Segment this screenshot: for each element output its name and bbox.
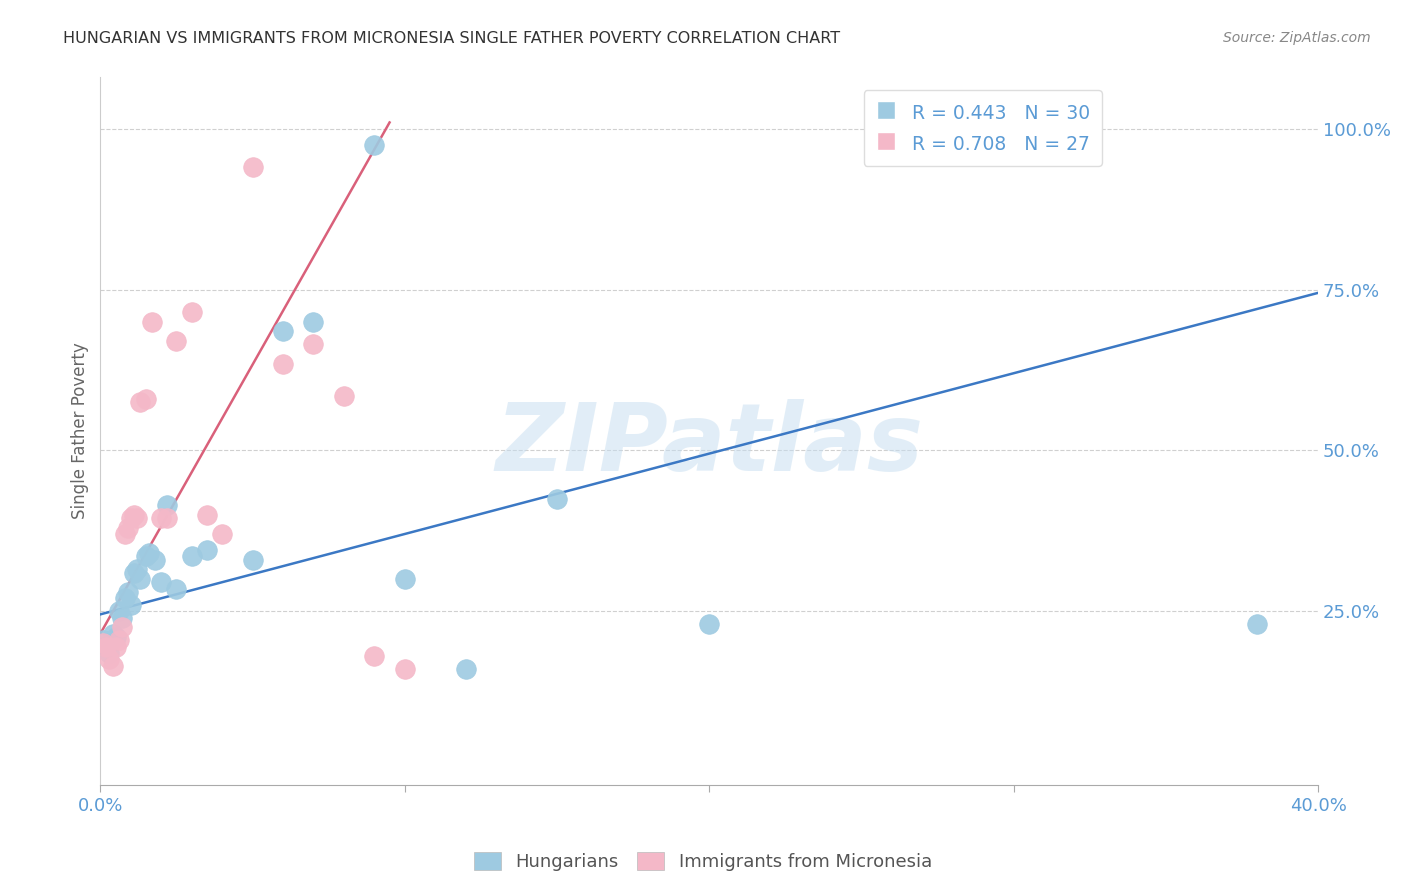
Point <box>125 511 148 525</box>
Point <box>101 626 124 640</box>
Legend: R = 0.443   N = 30, R = 0.708   N = 27: R = 0.443 N = 30, R = 0.708 N = 27 <box>863 90 1102 166</box>
Point <box>302 315 325 329</box>
Point <box>180 305 202 319</box>
Point <box>114 527 136 541</box>
Point <box>454 662 477 676</box>
Point <box>697 617 720 632</box>
Point <box>98 652 121 666</box>
Point <box>271 325 294 339</box>
Point <box>143 552 166 566</box>
Point <box>302 337 325 351</box>
Point <box>96 640 118 654</box>
Point <box>120 511 142 525</box>
Text: ZIPatlas: ZIPatlas <box>495 400 924 491</box>
Point <box>138 546 160 560</box>
Point <box>150 511 173 525</box>
Point <box>122 566 145 580</box>
Point <box>101 658 124 673</box>
Point <box>93 633 115 648</box>
Point <box>111 610 134 624</box>
Point <box>394 572 416 586</box>
Point <box>122 508 145 522</box>
Text: Source: ZipAtlas.com: Source: ZipAtlas.com <box>1223 31 1371 45</box>
Point <box>242 552 264 566</box>
Point <box>135 392 157 406</box>
Text: HUNGARIAN VS IMMIGRANTS FROM MICRONESIA SINGLE FATHER POVERTY CORRELATION CHART: HUNGARIAN VS IMMIGRANTS FROM MICRONESIA … <box>63 31 841 46</box>
Point <box>195 508 218 522</box>
Point <box>363 138 385 153</box>
Point <box>150 575 173 590</box>
Point <box>117 585 139 599</box>
Point <box>104 640 127 654</box>
Point <box>156 511 179 525</box>
Point <box>114 591 136 606</box>
Point <box>129 395 152 409</box>
Point <box>333 389 356 403</box>
Legend: Hungarians, Immigrants from Micronesia: Hungarians, Immigrants from Micronesia <box>467 846 939 879</box>
Point <box>166 582 188 596</box>
Point <box>93 636 115 650</box>
Y-axis label: Single Father Poverty: Single Father Poverty <box>72 343 89 519</box>
Point <box>135 549 157 564</box>
Point <box>242 161 264 175</box>
Point <box>211 527 233 541</box>
Point <box>120 598 142 612</box>
Point <box>96 640 118 654</box>
Point <box>117 520 139 534</box>
Point <box>271 357 294 371</box>
Point <box>107 633 129 648</box>
Point <box>195 543 218 558</box>
Point <box>125 562 148 576</box>
Point <box>180 549 202 564</box>
Point <box>98 646 121 660</box>
Point <box>394 662 416 676</box>
Point <box>156 498 179 512</box>
Point <box>107 604 129 618</box>
Point <box>546 491 568 506</box>
Point <box>363 649 385 664</box>
Point <box>1246 617 1268 632</box>
Point <box>141 315 163 329</box>
Point <box>166 334 188 348</box>
Point <box>104 630 127 644</box>
Point <box>129 572 152 586</box>
Point <box>111 620 134 634</box>
